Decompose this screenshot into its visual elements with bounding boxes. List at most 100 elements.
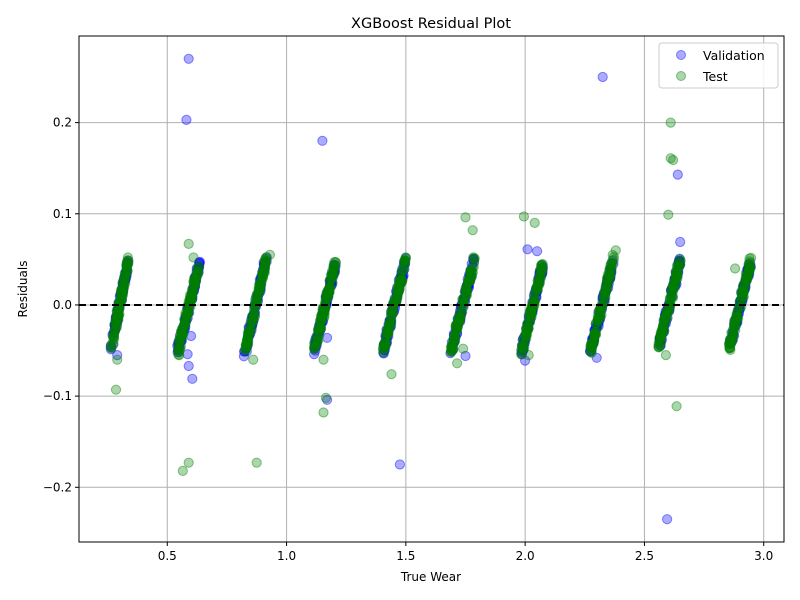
validation-point-cluster-0 [109,321,121,333]
validation-point-cluster-3 [315,320,326,331]
validation-point-cluster-2 [243,330,254,341]
validation-point-cluster-1 [190,271,201,282]
validation-point-cluster-1 [182,307,193,318]
test-outlier-point-15 [458,343,469,354]
validation-point-cluster-1 [192,265,203,276]
validation-point-cluster-2 [238,351,249,362]
validation-point-cluster-2 [254,283,265,294]
validation-point-cluster-3 [329,260,340,271]
validation-point-cluster-3 [326,274,337,285]
validation-point-cluster-0 [119,272,130,283]
test-outlier-point-27 [122,252,134,263]
test-point-cluster-7 [601,279,612,290]
validation-point-cluster-0 [115,295,126,306]
validation-point-cluster-0 [112,310,123,321]
validation-point-cluster-0 [110,325,121,336]
validation-point-cluster-2 [242,333,253,344]
validation-point-cluster-2 [258,259,269,270]
validation-point-cluster-0 [118,285,129,296]
validation-point-cluster-1 [194,257,205,269]
validation-point-cluster-0 [105,344,117,355]
test-point-cluster-2 [260,263,271,274]
validation-point-cluster-2 [245,328,256,340]
validation-outlier-point-1 [181,114,192,126]
test-outlier-point-16 [518,211,530,222]
validation-point-cluster-1 [188,282,199,293]
validation-point-cluster-0 [122,257,133,268]
validation-point-cluster-0 [121,271,132,282]
x-tick-label-0: 0.5 [158,549,177,563]
validation-point-cluster-1 [174,340,185,351]
validation-point-cluster-2 [248,316,259,327]
validation-point-cluster-3 [311,333,323,344]
validation-point-cluster-0 [119,272,130,283]
validation-point-cluster-0 [120,273,131,284]
validation-outlier-point-4 [672,169,683,180]
validation-point-cluster-3 [310,345,321,356]
validation-point-cluster-3 [315,318,326,329]
validation-outlier-point-13 [662,514,673,525]
validation-point-cluster-2 [256,271,267,282]
validation-point-cluster-1 [185,292,196,303]
validation-point-cluster-3 [330,260,341,271]
validation-point-cluster-2 [253,289,264,300]
validation-point-cluster-1 [193,267,204,278]
validation-point-cluster-2 [247,315,259,326]
test-outlier-point-0 [110,384,122,395]
validation-point-cluster-1 [194,258,205,269]
validation-point-cluster-0 [119,274,130,285]
validation-point-cluster-1 [180,315,191,326]
test-point-cluster-0 [110,318,121,329]
validation-point-cluster-3 [310,338,321,349]
y-axis-title: Residuals [16,261,30,318]
validation-point-cluster-0 [105,340,117,351]
validation-point-cluster-3 [317,308,329,319]
validation-point-cluster-0 [111,315,122,326]
validation-point-cluster-1 [189,282,200,293]
validation-point-cluster-0 [121,266,132,277]
test-point-cluster-1 [193,267,204,278]
validation-point-cluster-2 [252,289,263,300]
validation-point-cluster-1 [187,283,198,295]
validation-point-cluster-3 [309,343,320,354]
test-point-cluster-3 [311,338,323,349]
validation-point-cluster-3 [327,278,338,289]
test-point-cluster-5 [462,285,473,297]
validation-point-cluster-3 [329,266,340,277]
validation-outlier-point-9 [183,360,194,372]
validation-point-cluster-0 [121,269,132,280]
validation-point-cluster-2 [246,321,258,332]
validation-point-cluster-2 [258,257,269,268]
validation-point-cluster-1 [180,313,191,324]
validation-point-cluster-3 [328,264,339,275]
test-outlier-point-1 [112,354,123,365]
validation-point-cluster-0 [116,283,128,294]
validation-point-cluster-1 [175,334,186,345]
validation-point-cluster-1 [185,294,196,305]
validation-point-cluster-2 [246,319,258,330]
validation-point-cluster-2 [246,325,257,336]
validation-point-cluster-0 [110,315,121,326]
y-tick-label-2: 0.0 [53,298,72,312]
validation-point-cluster-2 [241,346,252,357]
test-point-cluster-4 [382,327,393,338]
validation-point-cluster-2 [259,260,270,271]
validation-point-cluster-0 [116,294,127,305]
test-point-cluster-5 [468,261,479,273]
test-outlier-point-31 [248,354,259,365]
validation-point-cluster-1 [185,293,196,304]
validation-point-cluster-3 [325,280,336,291]
x-tick-label-1: 1.0 [277,549,296,563]
validation-point-cluster-0 [110,319,121,330]
validation-point-cluster-1 [177,325,188,337]
test-point-cluster-4 [398,262,409,273]
y-tick-label-0: −0.2 [43,480,72,494]
validation-point-cluster-2 [255,275,266,287]
validation-point-cluster-1 [192,268,203,279]
validation-point-cluster-3 [326,275,337,286]
validation-point-cluster-2 [257,268,268,279]
validation-point-cluster-1 [191,263,202,274]
validation-point-cluster-1 [180,310,191,321]
validation-point-cluster-1 [188,280,199,291]
validation-point-cluster-1 [173,346,184,357]
